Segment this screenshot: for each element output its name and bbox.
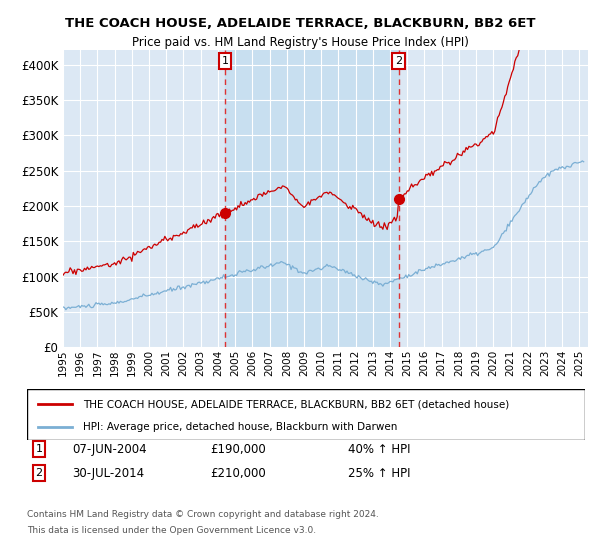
Text: 25% ↑ HPI: 25% ↑ HPI [348,466,410,480]
Text: This data is licensed under the Open Government Licence v3.0.: This data is licensed under the Open Gov… [27,526,316,535]
Text: THE COACH HOUSE, ADELAIDE TERRACE, BLACKBURN, BB2 6ET (detached house): THE COACH HOUSE, ADELAIDE TERRACE, BLACK… [83,399,509,409]
Text: 30-JUL-2014: 30-JUL-2014 [72,466,144,480]
Text: Price paid vs. HM Land Registry's House Price Index (HPI): Price paid vs. HM Land Registry's House … [131,36,469,49]
Text: 2: 2 [35,468,43,478]
Text: £210,000: £210,000 [210,466,266,480]
Text: 2: 2 [395,56,402,66]
Text: 1: 1 [221,56,229,66]
Text: 1: 1 [35,444,43,454]
Text: 40% ↑ HPI: 40% ↑ HPI [348,442,410,456]
Text: Contains HM Land Registry data © Crown copyright and database right 2024.: Contains HM Land Registry data © Crown c… [27,510,379,519]
Text: £190,000: £190,000 [210,442,266,456]
Text: 07-JUN-2004: 07-JUN-2004 [72,442,146,456]
Bar [225,50,398,347]
Text: HPI: Average price, detached house, Blackburn with Darwen: HPI: Average price, detached house, Blac… [83,422,397,432]
Text: THE COACH HOUSE, ADELAIDE TERRACE, BLACKBURN, BB2 6ET: THE COACH HOUSE, ADELAIDE TERRACE, BLACK… [65,17,535,30]
